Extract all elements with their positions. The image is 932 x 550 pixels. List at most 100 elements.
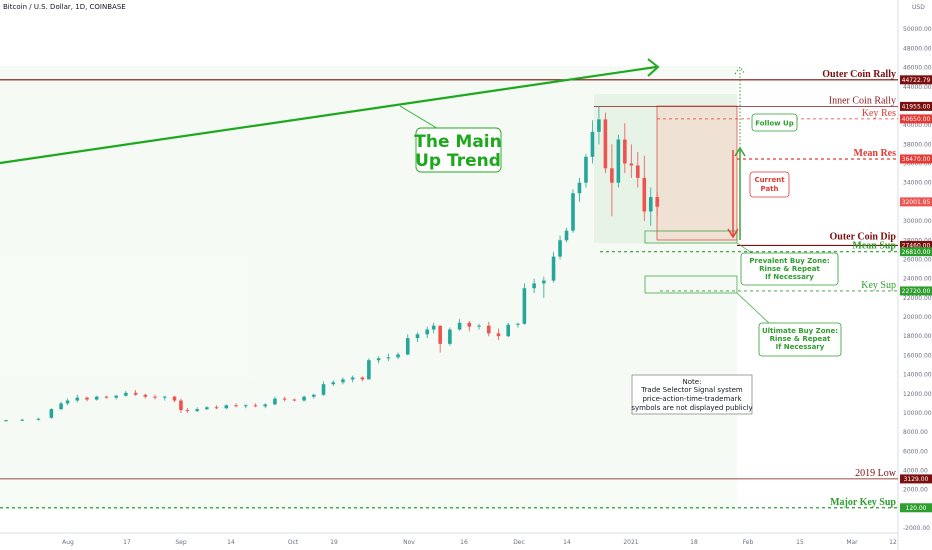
candle-body — [415, 334, 420, 339]
price-tag-key_sup — [900, 286, 932, 296]
trend-label-line2: Up Trend — [415, 151, 501, 171]
price-tag-inner_rally — [900, 101, 932, 111]
candle-body — [477, 325, 481, 327]
candle-body — [623, 139, 627, 164]
candle-body — [405, 338, 410, 355]
y-tick-label: 12000.00 — [903, 391, 932, 398]
price-tag-text-outer_rally: 44722.79 — [902, 77, 931, 84]
x-tick-label: 12 — [889, 539, 897, 546]
candle-body — [143, 394, 148, 397]
candle-body — [431, 325, 436, 330]
current-path-box — [749, 171, 790, 198]
trend-callout-box — [415, 127, 502, 173]
candle-body — [224, 405, 229, 409]
candle-body — [564, 230, 569, 241]
y-tick-label: 6000.00 — [903, 448, 928, 455]
x-tick-label: Mar — [846, 539, 858, 546]
y-tick-label: 40000.00 — [903, 122, 932, 129]
candle-body — [341, 379, 345, 383]
x-tick-label: Oct — [288, 539, 299, 546]
price-tag-mean_res — [900, 154, 932, 164]
note-line-1: Trade Selector Signal system — [640, 386, 743, 394]
note-line-3: symbols are not displayed publicly — [631, 404, 752, 412]
y-tick-label: 2000.00 — [903, 487, 928, 494]
candle-body — [302, 396, 306, 401]
candle-body — [386, 357, 391, 359]
x-tick-label: 15 — [796, 539, 804, 546]
price-tag-text-mean_res: 36470.00 — [902, 156, 931, 163]
y-tick-label: 20000.00 — [903, 314, 932, 321]
price-tag-last — [900, 197, 932, 207]
candle-body — [425, 329, 429, 335]
candle-body — [448, 329, 452, 344]
candle-body — [65, 400, 70, 404]
candle-body — [597, 119, 601, 132]
note-title: Note: — [683, 378, 702, 386]
follow-up-arrowhead — [734, 146, 746, 157]
y-tick-label: 14000.00 — [903, 372, 932, 379]
candle-body — [282, 398, 287, 400]
candle-body — [438, 325, 442, 344]
candle-body — [214, 407, 219, 409]
candle-body — [331, 382, 336, 385]
price-tag-outer_dip — [900, 240, 932, 250]
y-tick-label: 44000.00 — [903, 84, 932, 91]
x-tick-label: 14 — [563, 539, 571, 546]
candle-body — [263, 404, 267, 407]
candle-body — [577, 182, 582, 194]
price-tag-key_res — [900, 114, 932, 124]
y-tick-label: 10000.00 — [903, 410, 932, 417]
x-tick-label: 19 — [330, 539, 338, 546]
x-tick-label: 17 — [123, 539, 131, 546]
candle-body — [655, 197, 660, 207]
level-label-mean_res: Mean Res — [854, 148, 897, 159]
ultimate-zone-label-2: Rinse & Repeat — [770, 335, 831, 343]
price-tag-low2019 — [900, 474, 932, 484]
candle-body — [522, 288, 527, 324]
candle-body — [185, 410, 190, 412]
y-tick-label: 36000.00 — [903, 161, 932, 168]
candle-body — [75, 397, 80, 401]
candle-body — [124, 392, 128, 396]
price-tag-mean_sup — [900, 247, 932, 257]
candle-body — [590, 131, 595, 157]
level-label-major_key_sup: Major Key Sup — [830, 497, 896, 508]
candle-body — [36, 418, 41, 420]
prevalent-zone-label-3: If Necessary — [765, 273, 814, 281]
candle-body — [292, 399, 297, 401]
price-tag-major_key_sup — [900, 503, 932, 513]
candle-body — [642, 177, 647, 212]
level-label-inner_rally: Inner Coin Rally — [829, 95, 896, 106]
current-path-label-1: Current — [754, 176, 785, 184]
trend-label-line1: The Main — [414, 132, 501, 152]
x-tick-label: 14 — [227, 539, 235, 546]
candle-body — [457, 322, 462, 330]
candle-body — [59, 403, 63, 410]
level-label-low2019: 2019 Low — [855, 468, 897, 479]
y-tick-label: 8000.00 — [903, 429, 928, 436]
candle-body — [629, 163, 634, 166]
candle-body — [542, 280, 546, 284]
y-tick-label: -2000.00 — [903, 525, 930, 532]
y-tick-label: 50000.00 — [903, 26, 932, 33]
x-tick-label: Aug — [62, 539, 74, 546]
candle-body — [273, 398, 277, 405]
candle-body — [558, 240, 562, 257]
candle-body — [648, 197, 653, 212]
price-tag-text-mean_sup: 26810.00 — [902, 249, 931, 256]
level-label-key_res: Key Res — [862, 108, 896, 119]
y-tick-label: 28000.00 — [903, 237, 932, 244]
price-tag-text-last: 32001.95 — [902, 199, 931, 206]
candle-body — [4, 420, 8, 422]
candle-body — [114, 395, 118, 398]
x-tick-label: Sep — [175, 539, 187, 546]
candle-body — [551, 256, 556, 281]
prevalent-zone-label-1: Prevalent Buy Zone: — [749, 257, 829, 265]
x-tick-label: Dec — [513, 539, 525, 546]
y-tick-label: 18000.00 — [903, 333, 932, 340]
candle-body — [571, 193, 575, 231]
candle-body — [234, 405, 238, 407]
candle-body — [467, 322, 472, 327]
y-tick-label: 30000.00 — [903, 218, 932, 225]
